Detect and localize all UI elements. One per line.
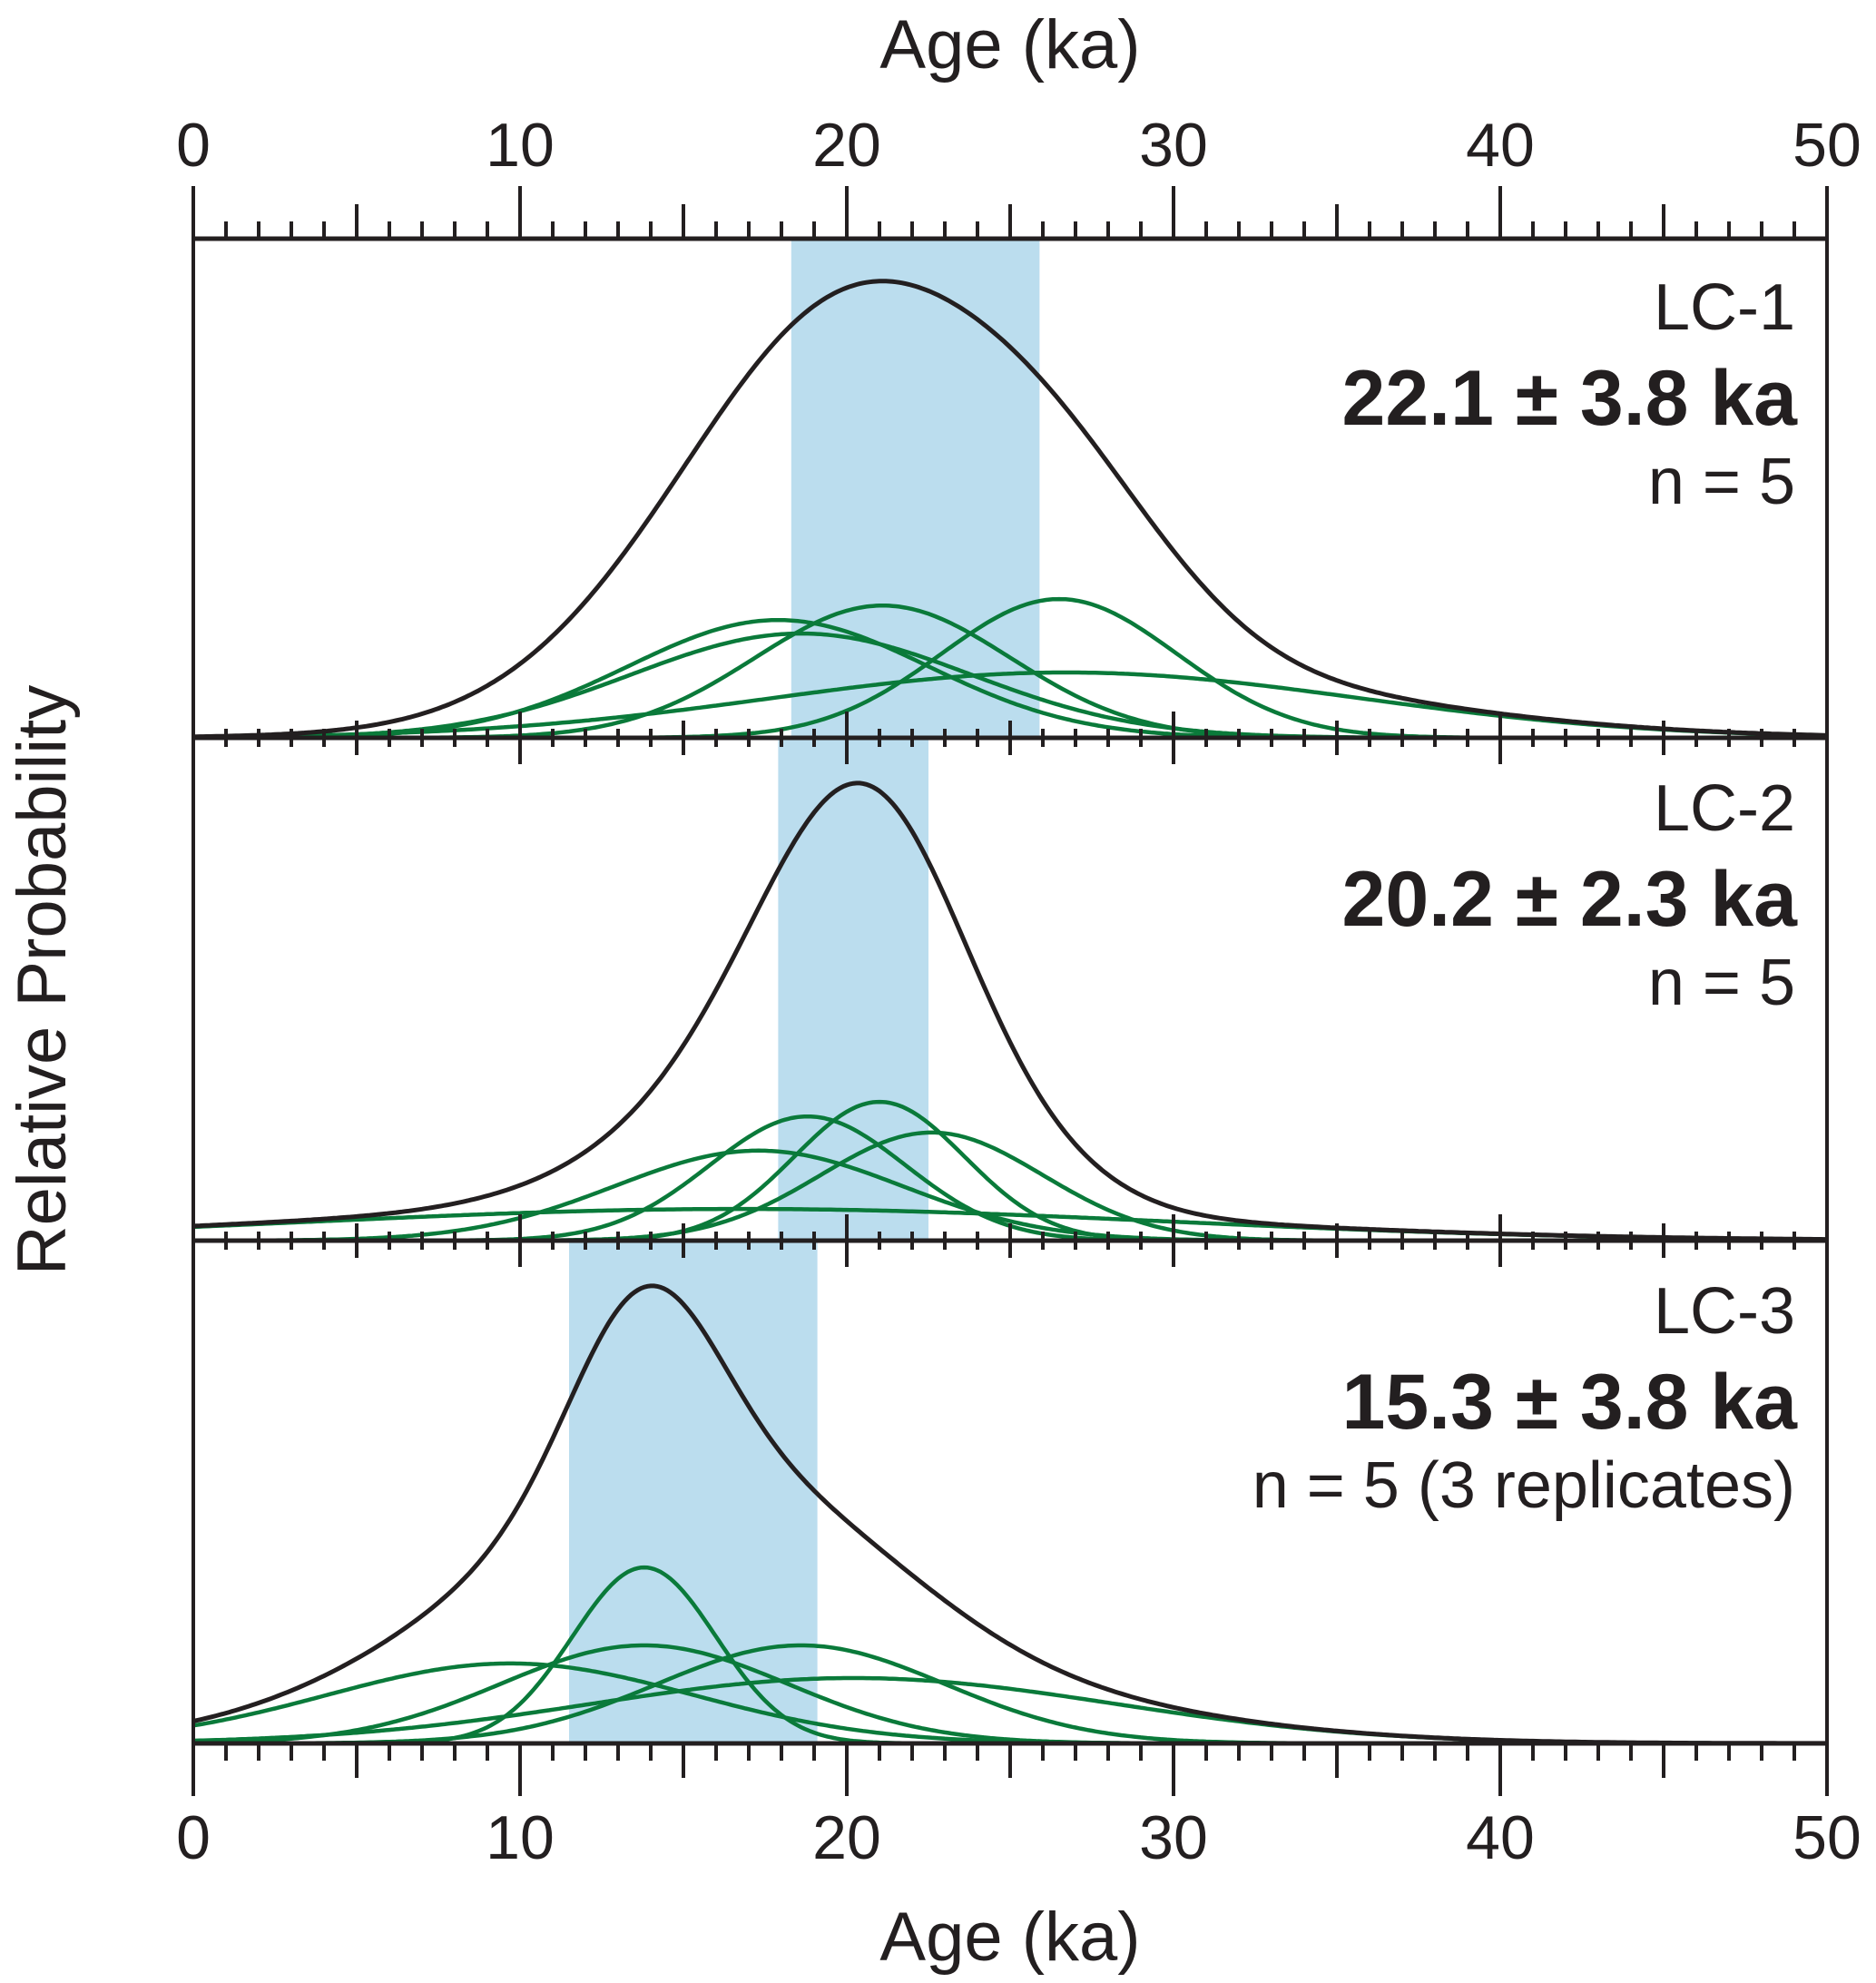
panel-id-label: LC-3 — [1654, 1275, 1795, 1348]
x-tick-label-top: 30 — [1139, 111, 1208, 180]
panel-id-label: LC-2 — [1654, 772, 1795, 845]
sample-curve-lc-3-4 — [192, 1661, 1827, 1746]
panel-n-label: n = 5 (3 replicates) — [1252, 1449, 1795, 1522]
sample-curve-lc-3-2 — [193, 1643, 1827, 1746]
summary-curve-lc-2 — [192, 780, 1827, 1242]
uncertainty-bands — [569, 239, 1040, 1743]
ticks — [192, 186, 1829, 1796]
x-tick-label-bottom: 30 — [1139, 1803, 1208, 1872]
uncertainty-band-lc-1 — [791, 239, 1040, 738]
panel-n-label: n = 5 — [1648, 446, 1795, 518]
sample-curve-lc-3-3 — [193, 1643, 1827, 1746]
x-tick-label-bottom: 40 — [1466, 1803, 1535, 1872]
tick-labels: 0 0 10 10 20 20 30 30 40 40 50 50 — [176, 111, 1861, 1872]
x-tick-label-top: 40 — [1466, 111, 1535, 180]
panel-annotation-lc1: LC-1 22.1 ± 3.8 ka n = 5 — [1342, 271, 1799, 518]
panel-age-label: 15.3 ± 3.8 ka — [1342, 1359, 1799, 1446]
x-tick-label-bottom: 0 — [176, 1803, 211, 1872]
x-tick-label-top: 0 — [176, 111, 211, 180]
x-tick-label-bottom: 50 — [1793, 1803, 1861, 1872]
x-axis-title-top: Age (ka) — [879, 6, 1140, 83]
x-tick-label-top: 10 — [486, 111, 555, 180]
x-axis-title-bottom: Age (ka) — [879, 1899, 1140, 1976]
panel-id-label: LC-1 — [1654, 271, 1795, 344]
x-tick-label-top: 20 — [812, 111, 881, 180]
summary-curve-lc-1 — [193, 279, 1827, 740]
x-tick-label-top: 50 — [1793, 111, 1861, 180]
panel-age-label: 22.1 ± 3.8 ka — [1342, 355, 1799, 442]
sample-curve-lc-3-1 — [193, 1565, 1827, 1746]
x-tick-label-bottom: 10 — [486, 1803, 555, 1872]
panel-n-label: n = 5 — [1648, 947, 1795, 1019]
y-axis-title: Relative Probability — [4, 685, 81, 1276]
x-tick-label-bottom: 20 — [812, 1803, 881, 1872]
panel-age-label: 20.2 ± 2.3 ka — [1342, 856, 1799, 943]
panel-annotation-lc3: LC-3 15.3 ± 3.8 ka n = 5 (3 replicates) — [1252, 1275, 1798, 1522]
panel-annotation-lc2: LC-2 20.2 ± 2.3 ka n = 5 — [1342, 772, 1799, 1019]
